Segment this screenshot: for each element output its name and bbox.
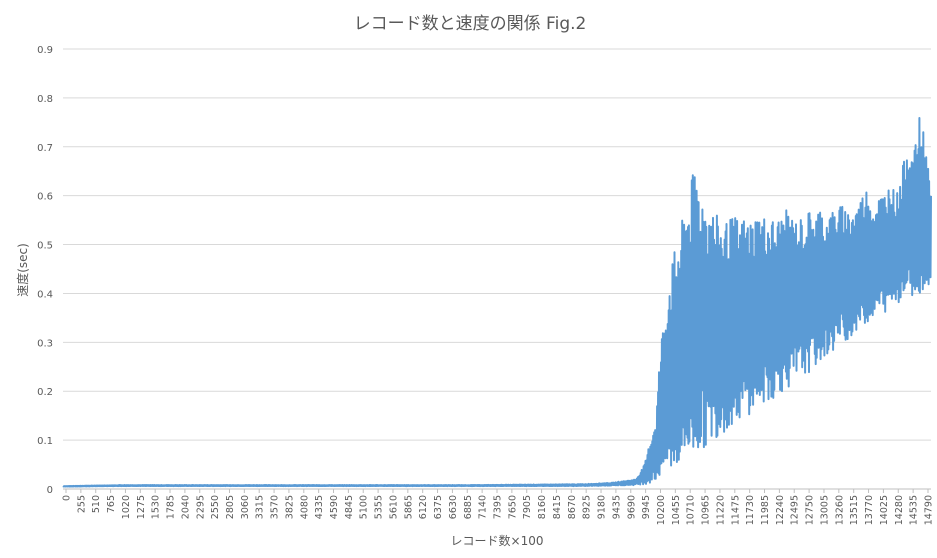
y-tick-label: 0.9 [37,45,53,56]
x-tick-label: 5355 [374,495,385,519]
x-tick-label: 11220 [715,495,726,525]
x-tick-label: 1275 [136,495,147,519]
x-tick-label: 14280 [894,495,905,525]
y-tick-label: 0.5 [37,241,53,252]
y-tick-label: 0 [47,485,53,496]
x-tick-label: 765 [106,495,117,513]
x-tick-label: 12750 [805,495,816,525]
x-tick-label: 9180 [597,495,608,519]
y-tick-label: 0.1 [37,436,53,447]
gridlines [63,48,931,441]
x-tick-label: 14025 [879,495,890,525]
x-tick-label: 7650 [507,495,518,519]
x-tick-label: 2805 [225,495,236,519]
x-tick-label: 2295 [195,495,206,519]
x-tick-label: 1530 [151,495,162,519]
x-tick-label: 10200 [656,495,667,525]
y-axis-title: 速度(sec) [15,243,30,297]
x-tick-label: 4080 [299,495,310,519]
x-tick-label: 7140 [478,495,489,519]
x-tick-label: 10965 [701,495,712,525]
x-tick-label: 8925 [582,495,593,519]
x-tick-label: 8160 [537,495,548,519]
x-tick-label: 3315 [255,495,266,519]
x-tick-label: 13005 [819,495,830,525]
x-tick-label: 12240 [775,495,786,525]
x-tick-label: 5100 [359,495,370,519]
x-tick-label: 5610 [388,495,399,519]
x-tick-label: 10710 [686,495,697,525]
x-tick-label: 255 [76,495,87,513]
x-tick-label: 7905 [522,495,533,519]
x-tick-label: 6375 [433,495,444,519]
y-tick-label: 0.2 [37,387,53,398]
axes: 00.10.20.30.40.50.60.70.80.90 255 510 765 10… [37,45,934,525]
x-tick-label: 2040 [180,495,191,519]
x-tick-label: 2550 [210,495,221,519]
x-tick-label: 9690 [626,495,637,519]
x-tick-label: 6120 [418,495,429,519]
x-tick-label: 6630 [448,495,459,519]
x-tick-label: 6885 [463,495,474,519]
x-tick-label: 9945 [641,495,652,519]
y-tick-label: 0.7 [37,143,53,154]
x-tick-label: 1785 [166,495,177,519]
x-tick-label: 11475 [730,495,741,525]
x-tick-label: 3825 [284,495,295,519]
y-tick-label: 0.3 [37,338,53,349]
x-tick-label: 7395 [493,495,504,519]
x-tick-label: 8415 [552,495,563,519]
x-tick-label: 3570 [270,495,281,519]
x-tick-label: 5865 [403,495,414,519]
x-axis-title: レコード数×100 [451,533,544,548]
x-tick-label: 9435 [611,495,622,519]
x-tick-label: 12495 [790,495,801,525]
x-tick-label: 1020 [121,495,132,519]
y-tick-label: 0.4 [37,289,53,300]
x-tick-label: 10455 [671,495,682,525]
series-line-0 [62,117,932,488]
x-tick-label: 3060 [240,495,251,519]
series-layer [62,117,932,488]
chart-title: レコード数と速度の関係 Fig.2 [354,14,587,34]
x-tick-label: 510 [91,495,102,513]
x-tick-label: 14535 [909,495,920,525]
x-tick-label: 11730 [745,495,756,525]
y-tick-label: 0.8 [37,94,53,105]
y-tick-label: 0.6 [37,192,53,203]
x-tick-label: 4590 [329,495,340,519]
x-tick-label: 13260 [834,495,845,525]
x-tick-label: 13515 [849,495,860,525]
x-tick-label: 0 [62,495,73,501]
x-tick-label: 4845 [344,495,355,519]
x-tick-label: 11985 [760,495,771,525]
x-tick-label: 14790 [924,495,935,525]
x-tick-label: 8670 [567,495,578,519]
x-tick-label: 13770 [864,495,875,525]
x-tick-label: 4335 [314,495,325,519]
